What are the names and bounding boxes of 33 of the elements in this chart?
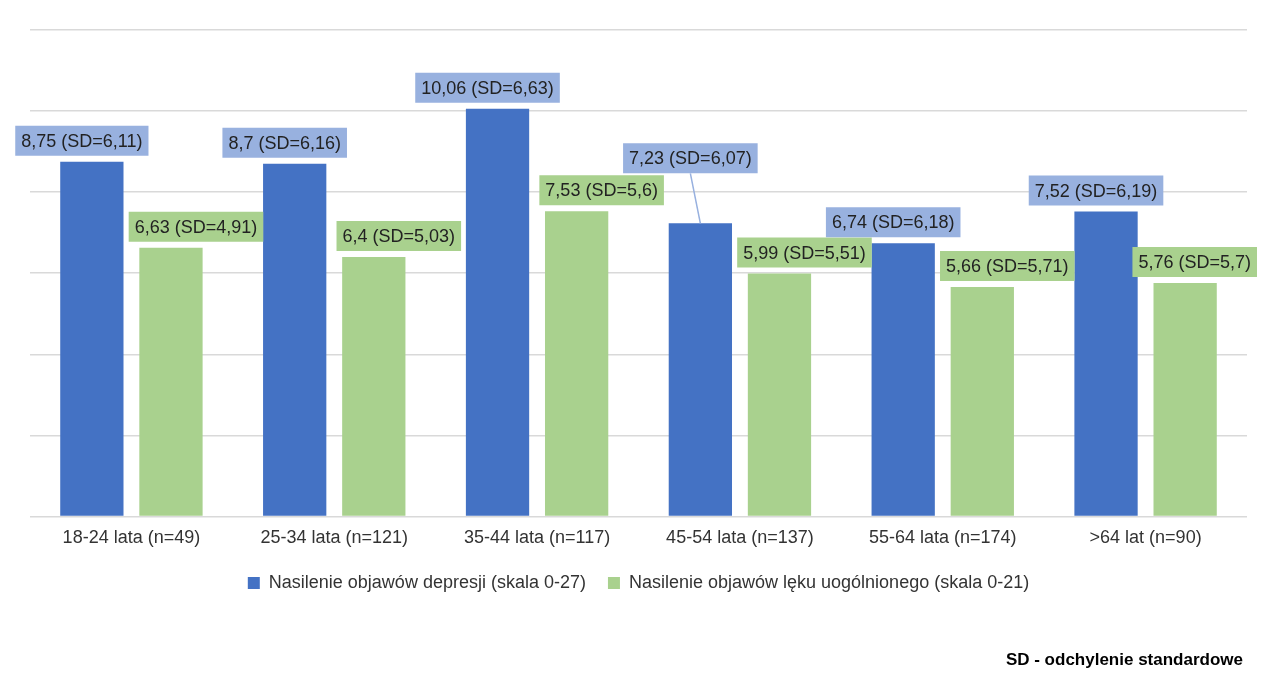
text: SD - odchylenie standardowe (1005, 649, 1243, 669)
legend-label: Nasilenie objawów lęku uogólnionego (skala 0-21) (628, 571, 1030, 592)
data-label: 7,23 (SD=6,07) (629, 148, 752, 169)
bar (950, 286, 1014, 516)
legend-label: Nasilenie objawów depresji (skala 0-27) (268, 571, 586, 592)
data-label: 6,4 (SD=5,03) (342, 225, 456, 246)
data-label: 6,63 (SD=4,91) (134, 216, 258, 237)
bar (1153, 282, 1217, 516)
data-label: 8,75 (SD=6,11) (21, 130, 143, 151)
bar (465, 108, 530, 516)
x-tick-label: 18-24 lata (n=49) (62, 527, 201, 548)
x-tick-label: >64 lat (n=90) (1089, 527, 1202, 548)
bar (668, 223, 733, 516)
bar (263, 163, 327, 516)
data-label: 8,7 (SD=6,16) (228, 132, 341, 153)
bar (342, 256, 406, 516)
x-tick-label: 25-34 lata (n=121) (260, 527, 409, 548)
x-tick-label: 55-64 lata (n=174) (868, 527, 1017, 548)
data-label: 7,53 (SD=5,6) (545, 180, 658, 201)
x-tick-label: 35-44 lata (n=117) (463, 527, 611, 548)
bar (139, 247, 203, 516)
data-label: 5,99 (SD=5,51) (743, 242, 866, 263)
bar (871, 243, 935, 516)
bar (60, 161, 124, 516)
data-label: 6,74 (SD=6,18) (831, 212, 955, 233)
x-tick-label: 45-54 lata (n=137) (666, 527, 814, 548)
bar (747, 273, 812, 516)
data-label: 5,76 (SD=5,7) (1138, 251, 1251, 272)
data-label: 10,06 (SD=6,63) (421, 77, 554, 98)
bar (544, 211, 609, 516)
data-label: 5,66 (SD=5,71) (946, 255, 1069, 276)
bar (1074, 211, 1138, 516)
data-label: 7,52 (SD=6,19) (1034, 180, 1158, 201)
